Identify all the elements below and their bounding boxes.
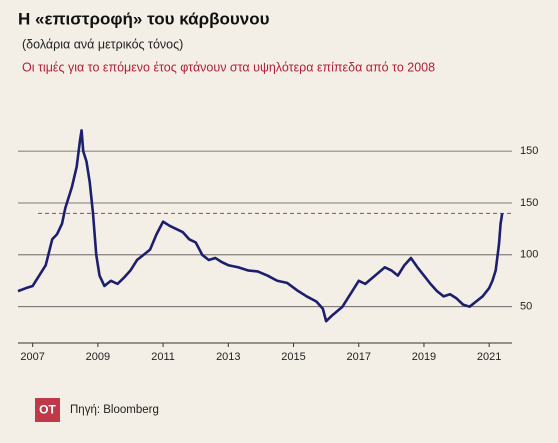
x-tick-label: 2007 (20, 351, 44, 363)
chart-subtitle: (δολάρια ανά μετρικός τόνος) (22, 37, 183, 51)
price-line (17, 129, 504, 323)
annotation: Οι τιμές για το επόμενο έτος φτάνουν στα… (22, 60, 435, 74)
x-tick-label: 2021 (477, 351, 501, 363)
x-tick-label: 2013 (216, 351, 240, 363)
x-tick-label: 2019 (412, 351, 436, 363)
x-tick-label: 2017 (347, 351, 371, 363)
y-tick-label: 150 (520, 197, 538, 209)
logo: OT (39, 403, 56, 417)
x-tick-label: 2015 (281, 351, 305, 363)
y-tick-label: 50 (520, 301, 532, 313)
logo-box (35, 398, 60, 422)
chart-title: Η «επιστροφή» του κάρβουνου (18, 9, 270, 28)
source: Πηγή: Bloomberg (70, 404, 159, 416)
y-tick-label: 100 (520, 249, 538, 261)
x-tick-label: 2011 (151, 351, 175, 363)
x-tick-label: 2009 (86, 351, 110, 363)
y-tick-label: 150 (520, 145, 538, 157)
